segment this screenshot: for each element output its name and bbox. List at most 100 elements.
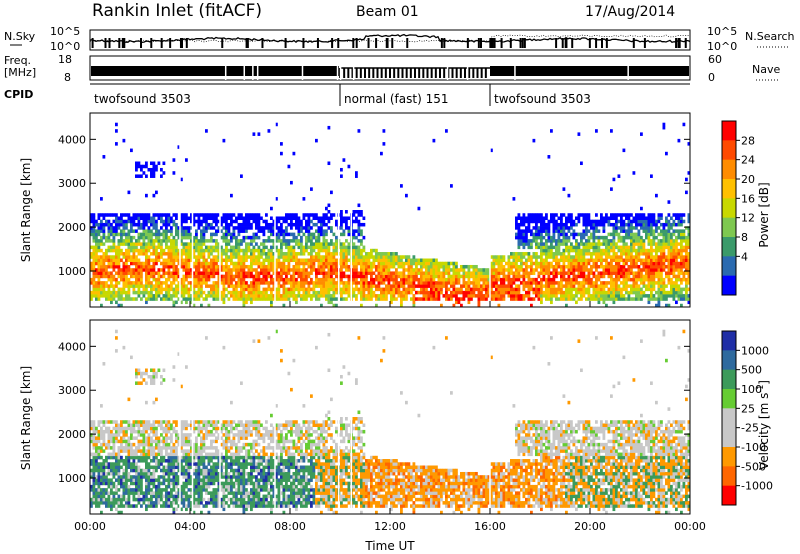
power-cell [597,271,601,275]
power-cell [620,268,623,272]
power-cell [682,229,686,233]
power-cell [450,268,453,272]
power-cell [197,287,201,292]
power-cell [300,248,303,253]
power-cell [615,255,618,259]
power-cell [405,287,408,292]
power-cell [172,277,176,282]
power-cell [177,287,181,292]
power-cell [560,294,563,298]
power-cell [635,284,638,288]
power-cell [200,242,203,246]
power-cell [152,245,156,250]
power-cell [180,252,183,256]
power-cell [500,264,503,269]
power-cell [667,303,671,308]
power-cell [255,287,258,292]
power-cell [332,261,336,266]
power-cell [150,222,153,227]
power-cell [542,258,546,263]
power-cell [342,229,346,233]
power-cell [572,274,576,279]
power-cell [677,297,681,301]
power-cell [325,294,328,298]
power-cell [302,284,306,288]
velocity-cell [92,481,96,486]
power-cell [290,232,293,237]
power-cell [120,239,123,243]
velocity-cell [92,471,96,476]
power-cell [385,258,388,263]
power-cell [597,294,601,298]
power-cell [355,245,358,250]
power-cell [322,261,326,266]
power-cell [652,284,656,288]
power-cell [297,261,301,266]
power-cell [312,284,316,288]
power-cell [570,248,573,253]
power-cell [177,226,181,230]
power-cell [295,216,298,220]
power-cell [202,274,206,279]
power-cell [190,252,193,256]
power-cell [205,226,208,230]
power-cell [237,239,241,243]
power-cell [530,258,533,263]
power-cell [465,287,468,292]
power-cell [287,290,291,295]
power-cell [425,297,428,301]
power-cell [645,232,648,237]
power-cell [625,287,628,292]
power-cell [480,290,483,295]
power-cell [137,235,141,240]
velocity-cell [92,423,96,427]
power-cell [317,281,321,285]
power-cell [207,213,211,217]
power-cell [322,287,326,292]
power-cell [202,258,206,263]
power-cell [167,219,171,224]
power-cell [135,255,138,259]
power-cell [670,255,673,259]
power-cell [145,271,148,275]
power-cell [132,252,136,256]
power-cell [122,138,126,143]
power-cell [687,287,691,292]
power-cell [522,261,526,266]
power-cell [502,277,506,282]
power-cell [197,274,201,279]
power-cell [277,261,281,266]
power-cell [210,213,213,217]
power-cell [90,261,93,266]
power-cell [250,284,253,288]
power-cell [340,226,343,230]
power-cell [505,261,508,266]
power-cell [467,294,471,298]
power-cell [415,274,418,279]
power-cell [307,281,311,285]
power-cell [485,284,488,288]
power-cell [152,222,156,227]
power-cell [117,303,121,308]
power-cell [92,284,96,288]
power-cell [667,281,671,285]
power-cell [245,235,248,240]
power-cell [262,252,266,256]
power-cell [662,277,666,282]
power-cell [560,219,563,224]
power-cell [317,258,321,263]
power-cell [652,297,656,301]
power-cell [362,268,366,272]
power-cell [320,245,323,250]
power-cell [550,300,553,305]
power-cell [537,219,541,224]
power-cell [172,258,176,263]
power-cell [675,300,678,305]
power-cell [667,213,671,217]
power-cell [465,274,468,279]
power-cell [630,261,633,266]
power-cell [217,255,221,259]
power-cell [180,284,183,288]
power-cell [192,245,196,250]
power-cell [620,274,623,279]
